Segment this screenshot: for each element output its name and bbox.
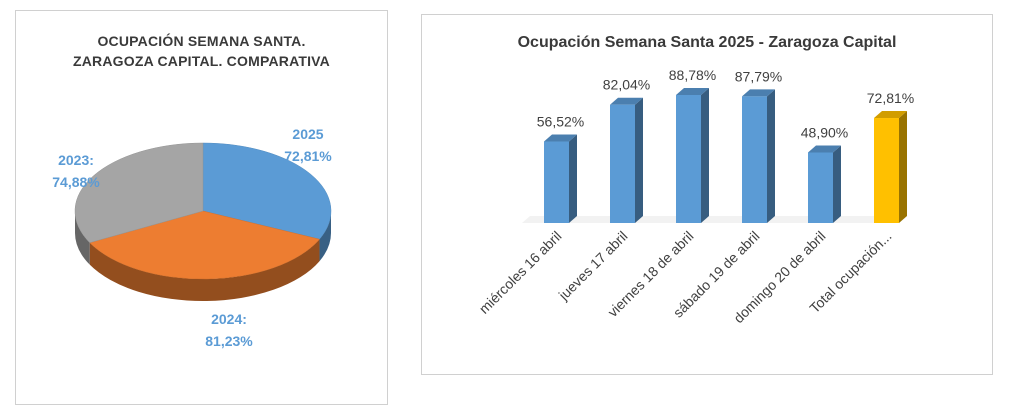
pie-slice bbox=[89, 210, 320, 280]
bar-front bbox=[874, 118, 899, 223]
bar-4 bbox=[808, 145, 841, 223]
bar-side bbox=[635, 97, 643, 223]
pie-slice bbox=[74, 142, 204, 243]
bar-side bbox=[701, 88, 709, 223]
bar-top bbox=[808, 145, 841, 153]
bar-chart-panel: Ocupación Semana Santa 2025 - Zaragoza C… bbox=[421, 14, 993, 375]
pie-slice-side bbox=[75, 211, 90, 265]
bar-side bbox=[899, 111, 907, 223]
pie-label-year: 2024: bbox=[211, 311, 247, 327]
bar-front bbox=[676, 95, 701, 223]
pie-label-year: 2025 bbox=[292, 126, 323, 142]
bar-2 bbox=[676, 88, 709, 223]
bar-category-label: jueves 17 abril bbox=[555, 228, 631, 304]
bar-side bbox=[833, 145, 841, 223]
pie-label-value: 72,81% bbox=[284, 148, 332, 164]
bar-value-label: 72,81% bbox=[867, 90, 914, 106]
pie-chart-title: OCUPACIÓN SEMANA SANTA. ZARAGOZA CAPITAL… bbox=[16, 31, 387, 71]
bar-floor bbox=[522, 216, 906, 223]
bar-value-label: 88,78% bbox=[669, 67, 716, 83]
bar-1 bbox=[610, 97, 643, 223]
bar-top bbox=[742, 89, 775, 97]
pie-slice-side bbox=[89, 239, 320, 301]
pie-label-value: 81,23% bbox=[205, 333, 253, 349]
bar-top bbox=[874, 111, 907, 119]
bar-front bbox=[610, 104, 635, 223]
bar-front bbox=[808, 152, 833, 223]
bar-side bbox=[569, 134, 577, 223]
bar-top bbox=[544, 134, 577, 142]
bar-value-label: 82,04% bbox=[603, 77, 650, 93]
pie-slice bbox=[202, 142, 332, 240]
bar-front bbox=[544, 141, 569, 223]
bar-chart-svg: 56,52% miércoles 16 abril 82,04% jueves 17 … bbox=[476, 67, 915, 326]
bar-front bbox=[742, 96, 767, 223]
bar-value-label: 87,79% bbox=[735, 68, 782, 84]
bar-5 bbox=[874, 111, 907, 223]
pie-chart-panel: OCUPACIÓN SEMANA SANTA. ZARAGOZA CAPITAL… bbox=[15, 10, 388, 405]
bar-chart-title: Ocupación Semana Santa 2025 - Zaragoza C… bbox=[517, 34, 897, 51]
pie-slice-side bbox=[319, 211, 331, 262]
bar-0 bbox=[544, 134, 577, 223]
pie-label-year: 2023: bbox=[58, 152, 94, 168]
bar-top bbox=[676, 88, 709, 95]
pie-title-line-1: OCUPACIÓN SEMANA SANTA. bbox=[97, 33, 306, 49]
bar-value-label: 56,52% bbox=[537, 114, 584, 130]
pie-label-value: 74,88% bbox=[52, 174, 100, 190]
bar-side bbox=[767, 89, 775, 224]
bar-value-label: 48,90% bbox=[801, 124, 848, 140]
bar-3 bbox=[742, 89, 775, 224]
pie-chart-svg: 2025 72,81% 2024: 81,23% 2023: 74,88% bbox=[52, 126, 332, 349]
pie-title-line-2: ZARAGOZA CAPITAL. COMPARATIVA bbox=[72, 53, 330, 69]
bar-category-label: miércoles 16 abril bbox=[476, 228, 565, 317]
bar-top bbox=[610, 97, 643, 105]
